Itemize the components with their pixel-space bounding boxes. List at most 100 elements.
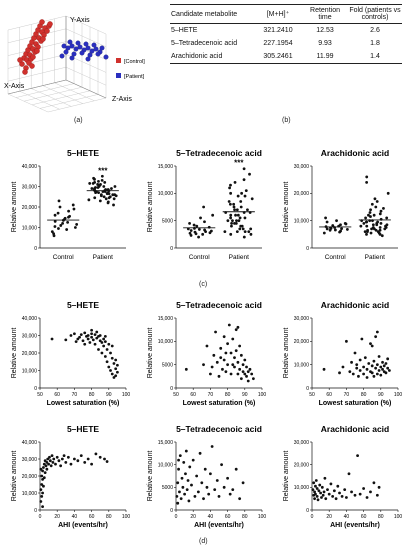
- x-tick-label: 0: [175, 514, 178, 520]
- y-tick-label: 0: [306, 246, 309, 252]
- data-point: [65, 228, 69, 231]
- data-point: [365, 367, 369, 371]
- data-point: [229, 191, 233, 195]
- patient-point: [103, 54, 109, 60]
- data-point: [79, 454, 83, 457]
- data-point: [109, 351, 112, 355]
- data-point: [322, 367, 326, 371]
- x-tick-label: 90: [378, 392, 384, 398]
- patient-point: [71, 51, 77, 57]
- data-point: [315, 495, 319, 498]
- data-point: [250, 197, 254, 201]
- x-tick-label: 70: [72, 392, 78, 398]
- data-point: [52, 457, 56, 461]
- patient-point: [95, 51, 101, 57]
- data-point: [384, 371, 388, 375]
- cell-mh: 321.2410: [263, 27, 293, 34]
- data-point: [233, 365, 236, 369]
- data-point: [74, 340, 78, 344]
- data-point: [57, 227, 60, 230]
- data-point: [363, 230, 367, 233]
- data-point: [355, 363, 359, 367]
- data-point: [357, 374, 360, 378]
- data-point: [211, 213, 215, 217]
- data-point: [98, 455, 102, 459]
- data-point: [322, 490, 326, 494]
- header-retention: Retention time: [302, 4, 348, 24]
- data-point: [250, 372, 254, 376]
- data-point: [334, 497, 338, 501]
- data-point: [39, 467, 43, 471]
- data-point: [62, 454, 66, 457]
- header-fold: Fold (patients vs controls): [348, 4, 402, 24]
- data-point: [219, 346, 223, 350]
- data-point: [56, 211, 60, 215]
- data-point: [226, 363, 229, 367]
- data-point: [329, 482, 333, 486]
- data-point: [99, 183, 102, 186]
- patient-point: [73, 46, 79, 52]
- data-point: [183, 492, 186, 496]
- data-point: [78, 335, 81, 339]
- data-point: [42, 462, 46, 466]
- data-point: [371, 226, 375, 229]
- data-point: [192, 223, 196, 227]
- data-point: [231, 363, 235, 367]
- z-axis-label: Z-Axis: [112, 96, 132, 103]
- cell-mh: 305.2461: [254, 50, 302, 64]
- data-point: [311, 488, 315, 491]
- data-point: [370, 371, 374, 375]
- data-point: [41, 491, 44, 495]
- x-tick-label: 100: [122, 392, 131, 398]
- data-point: [202, 497, 205, 501]
- x-tick-label: 20: [54, 514, 60, 520]
- data-point: [322, 231, 326, 235]
- data-point: [114, 374, 118, 378]
- data-point: [49, 464, 53, 468]
- data-point: [40, 483, 44, 486]
- data-point: [209, 472, 212, 476]
- data-point: [103, 181, 107, 184]
- data-point: [102, 337, 106, 341]
- data-point: [68, 214, 71, 218]
- data-point: [112, 362, 116, 365]
- data-point: [193, 226, 196, 230]
- data-point: [48, 455, 51, 459]
- data-point: [202, 205, 206, 209]
- data-point: [377, 355, 381, 358]
- data-point: [350, 360, 353, 364]
- data-point: [375, 223, 379, 227]
- data-point: [372, 213, 376, 217]
- y-tick-label: 15,000: [158, 164, 174, 170]
- data-point: [53, 213, 57, 217]
- data-point: [112, 376, 116, 379]
- x-tick-label: 60: [190, 392, 196, 398]
- data-point: [198, 451, 202, 455]
- data-point: [76, 459, 80, 463]
- data-point: [210, 445, 214, 448]
- data-point: [236, 360, 240, 364]
- grid-line: [54, 82, 95, 101]
- data-point: [236, 325, 240, 329]
- data-point: [104, 197, 108, 201]
- data-point: [314, 479, 318, 482]
- cell-fold: 2.6: [370, 27, 380, 34]
- y-tick-label: 10,000: [294, 218, 310, 224]
- patient-point: [65, 45, 71, 51]
- data-point: [182, 461, 186, 464]
- y-tick-label: 10,000: [22, 225, 38, 231]
- data-point: [331, 224, 335, 227]
- patient-point: [99, 45, 105, 51]
- data-point: [243, 230, 247, 233]
- data-point: [230, 222, 233, 225]
- data-point: [229, 372, 233, 376]
- data-point: [234, 328, 238, 332]
- chart-d-tetradecenoic-saturation: 5–Tetradecenoic acid Relative amount 0 5000…: [147, 300, 266, 407]
- data-point: [365, 376, 369, 379]
- data-point: [362, 365, 365, 369]
- y-axis-label: Relative amount: [147, 328, 154, 379]
- y-tick-label: 10,000: [158, 191, 174, 197]
- data-point: [239, 205, 243, 209]
- data-point: [317, 489, 321, 493]
- data-point: [338, 230, 342, 234]
